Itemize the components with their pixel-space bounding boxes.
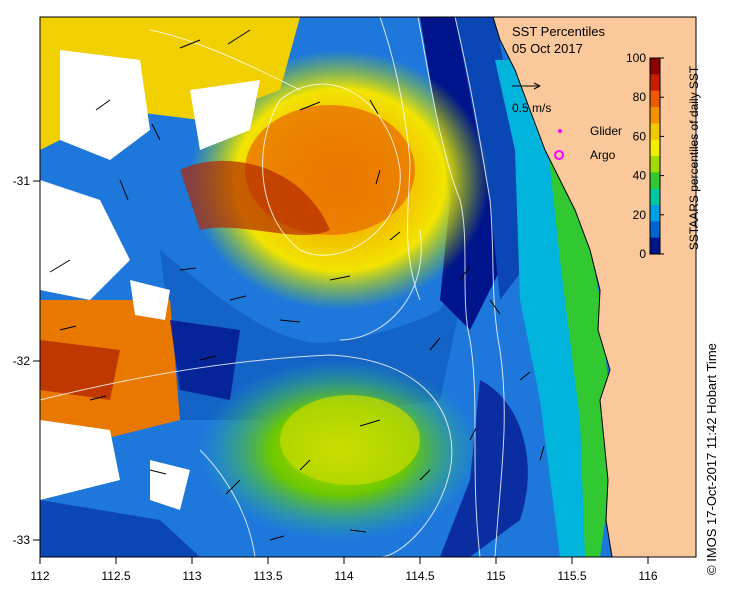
- x-tick-label: 115: [486, 569, 505, 583]
- map-title: SST Percentiles: [512, 24, 605, 39]
- west-hot-patch: [40, 340, 120, 400]
- colorbar-swatch: [650, 123, 660, 141]
- cloud-gap-2: [190, 80, 260, 150]
- colorbar-swatch: [650, 156, 660, 173]
- colorbar-tick-label: 20: [633, 208, 647, 222]
- y-tick-label: -32: [13, 354, 31, 368]
- cloud-gap-3: [40, 180, 130, 300]
- colorbar-swatch: [650, 205, 660, 222]
- x-tick-label: 116: [638, 569, 657, 583]
- sst-field: [40, 17, 696, 557]
- colorbar-swatch: [650, 237, 660, 255]
- colorbar-swatch: [650, 172, 660, 190]
- colorbar-tick-label: 40: [633, 169, 647, 183]
- colorbar-swatch: [650, 221, 660, 239]
- cloud-gap-6: [130, 280, 170, 320]
- colorbar-frame: [649, 57, 661, 255]
- plot-frame: [39, 16, 697, 558]
- southern-cold-patch: [440, 380, 528, 557]
- x-tick-label: 114.5: [405, 569, 434, 583]
- colorbar-swatch: [650, 188, 660, 206]
- colorbar-swatch: [650, 90, 660, 108]
- colorbar-tick-label: 80: [633, 90, 647, 104]
- colorbar-tick-label: 60: [633, 129, 647, 143]
- x-tick-label: 113.5: [253, 569, 282, 583]
- colorbar-swatch: [650, 107, 660, 124]
- colorbar-tick-label: 0: [639, 247, 646, 261]
- west-cold-patch: [170, 320, 240, 400]
- argo-label: Argo: [590, 148, 616, 162]
- x-tick-label: 115.5: [557, 569, 586, 583]
- nearshore-band: [495, 60, 600, 557]
- colorbar-label: SSTAARS percentiles of daily SST: [687, 65, 701, 250]
- y-tick-label: -33: [13, 533, 31, 547]
- x-tick-label: 113: [182, 569, 201, 583]
- colorbar-tick-label: 100: [626, 51, 646, 65]
- nearshore-green: [545, 120, 615, 557]
- southwest-cool: [40, 500, 200, 557]
- glider-label: Glider: [590, 124, 622, 138]
- x-tick-label: 112: [30, 569, 49, 583]
- y-tick-label: -31: [13, 174, 31, 188]
- colorbar-swatch: [650, 58, 660, 75]
- x-tick-label: 114: [334, 569, 353, 583]
- bathymetry-contours: [40, 17, 505, 557]
- argo-marker-icon: [554, 150, 564, 160]
- current-vectors: [49, 29, 545, 541]
- southern-eddy-core: [280, 395, 420, 485]
- vector-scale-label: 0.5 m/s: [512, 101, 551, 115]
- colorbar: 100 80 60 40 20 0: [626, 51, 664, 261]
- land-area: [492, 17, 696, 557]
- x-axis: 112 112.5 113 113.5 114 114.5 115 115.5 …: [30, 557, 658, 583]
- glider-marker-icon: [558, 129, 562, 133]
- vector-scale: 0.5 m/s: [512, 82, 551, 115]
- map-date: 05 Oct 2017: [512, 41, 583, 56]
- cloud-gap-4: [40, 420, 120, 500]
- hot-filament: [180, 160, 330, 235]
- colorbar-swatch: [650, 74, 660, 92]
- colorbar-swatch: [650, 139, 660, 157]
- coastal-cold-strip-2: [455, 17, 530, 300]
- credit-text: © IMOS 17-Oct-2017 11:42 Hobart Time: [704, 343, 719, 575]
- x-tick-label: 112.5: [101, 569, 130, 583]
- marker-legend: Glider Argo: [554, 124, 622, 162]
- y-axis: -31 -32 -33: [13, 174, 40, 547]
- cloud-gap-1: [60, 50, 150, 160]
